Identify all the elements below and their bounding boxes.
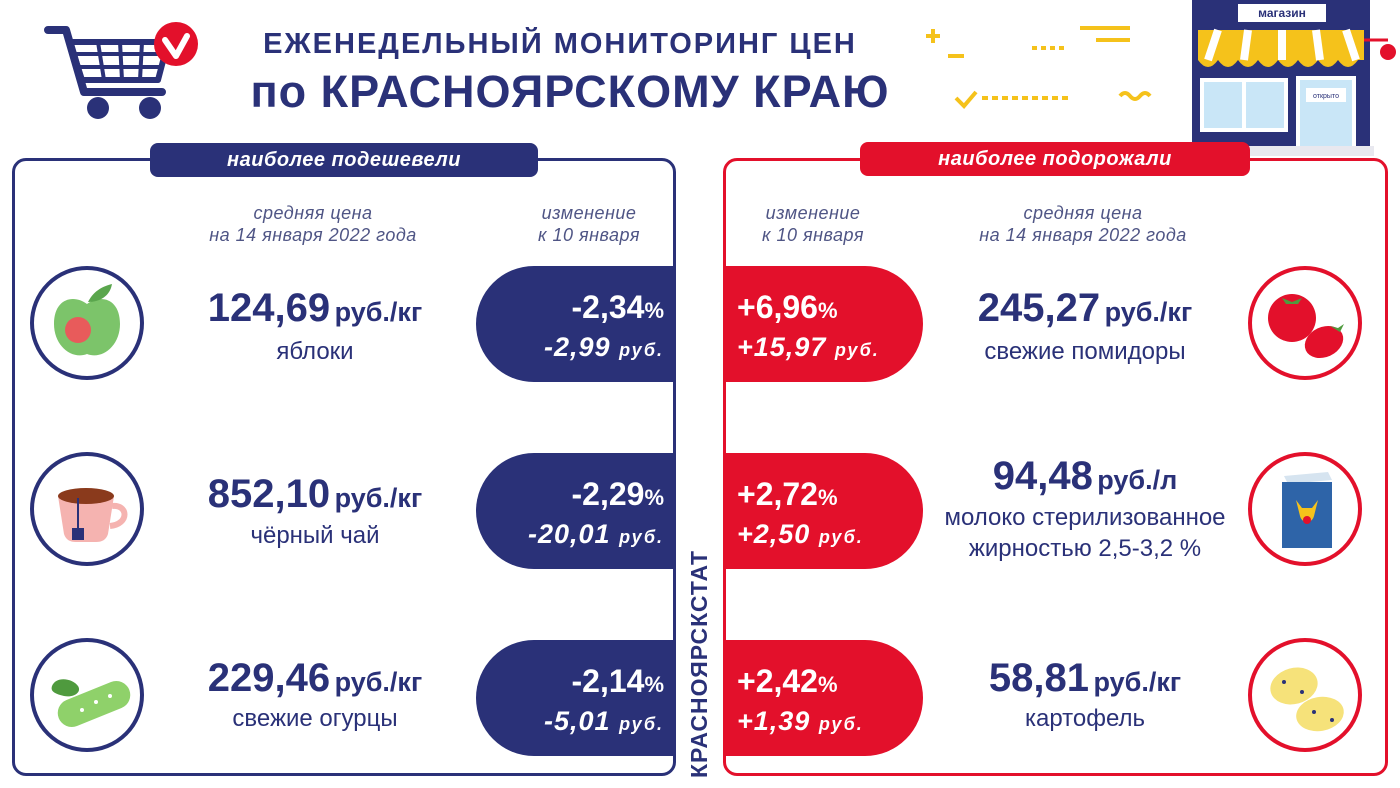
tomato-name-line1: свежие помидоры (984, 338, 1186, 365)
milk-change-pill: +2,72% +2,50 руб. (723, 453, 923, 569)
tomato-change-pill: +6,96% +15,97 руб. (723, 266, 923, 382)
potato-change-pct: +2,42 (737, 663, 818, 699)
source-label: КРАСНОЯРСКСТАТ (686, 550, 712, 778)
cucumber-change-pct: -2,14 (571, 663, 645, 699)
tea-change-rub-unit: руб. (619, 527, 664, 547)
milk-name-line2: жирностью 2,5-3,2 % (968, 535, 1202, 562)
tea-circle (30, 452, 144, 566)
left-price-header-line2: на 14 января 2022 года (209, 225, 417, 245)
cucumber-price-value: 229,46 (207, 656, 331, 700)
milk-change-rub: +2,50 (737, 519, 811, 549)
tea-name: чёрный чай (250, 522, 380, 549)
apple-circle (30, 266, 144, 380)
tomato-change-rub: +15,97 (737, 332, 827, 362)
tomato-price-value: 245,27 (977, 286, 1101, 330)
cucumber-change-rub-unit: руб. (619, 714, 664, 734)
milk-change-rub-unit: руб. (818, 527, 864, 547)
tea-change-pct-sign: % (644, 485, 664, 510)
cucumber-name: свежие огурцы (232, 705, 398, 732)
potato-price-value: 58,81 (988, 656, 1090, 700)
decor-dashes (920, 18, 1180, 118)
cucumber-circle (30, 638, 144, 752)
potato-name-line1: картофель (1024, 705, 1146, 732)
potato-price-unit: руб./кг (1093, 667, 1182, 697)
decorative-dashes-icon (926, 26, 1152, 109)
apple-name: яблоки (276, 338, 354, 365)
tea-change-pill: -2,29% -20,01 руб. (476, 453, 676, 569)
apple-price-unit: руб./кг (334, 297, 423, 327)
cheaper-ribbon: наиболее подешевели (150, 143, 538, 177)
milk-change-pct-sign: % (817, 485, 838, 510)
tea-change-rub: -20,01 (528, 519, 611, 549)
potato-name: картофель (900, 703, 1270, 734)
tea-price: 852,10 руб./кг (160, 472, 470, 517)
page-title-line1: ЕЖЕНЕДЕЛЬНЫЙ МОНИТОРИНГ ЦЕН (263, 28, 857, 60)
milk-circle (1248, 452, 1362, 566)
apple-change-rub: -2,99 (544, 332, 611, 362)
right-price-header: средняя цена на 14 января 2022 года (940, 202, 1226, 246)
right-price-header-line2: на 14 января 2022 года (979, 225, 1187, 245)
apple-change-pill: -2,34% -2,99 руб. (476, 266, 676, 382)
apple-price: 124,69 руб./кг (160, 286, 470, 331)
tomato-price-unit: руб./кг (1104, 297, 1193, 327)
page-title-line2: по КРАСНОЯРСКОМУ КРАЮ (250, 66, 890, 117)
milk-name: молоко стерилизованное жирностью 2,5-3,2… (900, 502, 1270, 564)
left-change-header-line2: к 10 января (538, 225, 640, 245)
right-price-header-line1: средняя цена (1023, 203, 1143, 223)
left-price-header: средняя цена на 14 января 2022 года (170, 202, 456, 246)
potato-change-rub: +1,39 (737, 706, 811, 736)
milk-carton-icon (1282, 472, 1332, 548)
apple-change-rub-unit: руб. (619, 340, 664, 360)
tomato-circle (1248, 266, 1362, 380)
milk-price: 94,48 руб./л (930, 454, 1240, 499)
tomato-change-rub-unit: руб. (834, 340, 880, 360)
cucumber-price: 229,46 руб./кг (160, 656, 470, 701)
right-change-header: изменение к 10 января (728, 202, 898, 246)
tomato-name: свежие помидоры (900, 336, 1270, 367)
tea-change-pct: -2,29 (571, 476, 645, 512)
potato-change-rub-unit: руб. (818, 714, 864, 734)
cucumber-change-pct-sign: % (644, 672, 664, 697)
cart-logo (44, 18, 204, 124)
milk-price-value: 94,48 (992, 454, 1093, 498)
shop-building-icon: магазин открыто (1188, 0, 1396, 156)
potato-icon (1270, 667, 1344, 732)
cucumber-price-unit: руб./кг (334, 667, 423, 697)
left-change-header: изменение к 10 января (504, 202, 674, 246)
right-change-header-line2: к 10 января (762, 225, 864, 245)
tomato-change-pct-sign: % (817, 298, 838, 323)
tomato-icon (1268, 294, 1344, 359)
door-sign-text: открыто (1313, 93, 1339, 100)
potato-change-pill: +2,42% +1,39 руб. (723, 640, 923, 756)
shop-sign-text: магазин (1258, 6, 1306, 20)
milk-name-line1: молоко стерилизованное (944, 504, 1226, 531)
tomato-change-pct: +6,96 (737, 289, 818, 325)
cucumber-change-pill: -2,14% -5,01 руб. (476, 640, 676, 756)
left-price-header-line1: средняя цена (253, 203, 373, 223)
milk-price-unit: руб./л (1097, 465, 1178, 495)
shopping-cart-icon (44, 22, 198, 119)
cucumber-icon (51, 679, 131, 727)
tomato-price: 245,27 руб./кг (930, 286, 1240, 331)
shop-illustration: магазин открыто (1188, 0, 1400, 158)
pricier-ribbon: наиболее подорожали (860, 142, 1250, 176)
apple-change-pct-sign: % (644, 298, 664, 323)
potato-change-pct-sign: % (817, 672, 838, 697)
milk-change-pct: +2,72 (737, 476, 818, 512)
left-change-header-line1: изменение (541, 203, 637, 223)
potato-price: 58,81 руб./кг (930, 656, 1240, 701)
tea-cup-icon (58, 488, 128, 542)
tea-price-value: 852,10 (207, 472, 331, 516)
apple-change-pct: -2,34 (571, 289, 645, 325)
apple-price-value: 124,69 (207, 286, 331, 330)
potato-circle (1248, 638, 1362, 752)
apple-icon (54, 284, 120, 356)
cucumber-change-rub: -5,01 (544, 706, 611, 736)
tea-price-unit: руб./кг (334, 483, 423, 513)
right-change-header-line1: изменение (765, 203, 861, 223)
